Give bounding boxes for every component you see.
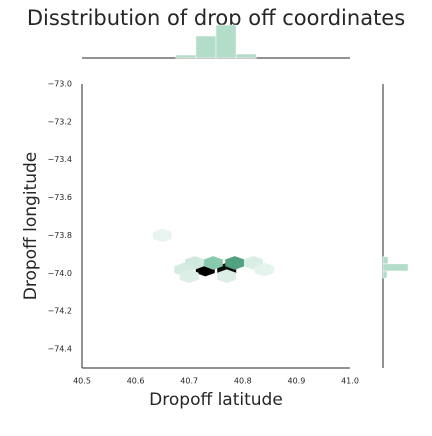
y-tick-label: −73.6 [47, 193, 72, 202]
x-tick-label: 40.9 [287, 377, 305, 386]
y-tick-label: −74.0 [47, 269, 72, 278]
y-tick-label: −73.8 [47, 231, 72, 240]
hex-cell [179, 269, 199, 283]
x-axis-label: Dropoff latitude [149, 390, 283, 410]
right-hist-bar [382, 263, 409, 272]
hex-cell [254, 262, 274, 277]
x-tick-label: 40.6 [127, 377, 145, 386]
top-hist-bar [175, 54, 197, 59]
x-tick-label: 40.7 [180, 377, 198, 386]
y-tick-label: −73.2 [47, 117, 72, 126]
y-tick-label: −74.2 [47, 307, 72, 316]
hex-cell [203, 256, 223, 270]
x-tick-label: 40.8 [234, 377, 252, 386]
hex-cell [225, 256, 245, 270]
right-hist-bar [382, 270, 388, 279]
right-hist-bar [382, 256, 389, 265]
y-tick-label: −73.4 [47, 155, 72, 164]
hex-cell [152, 228, 172, 243]
y-tick-label: −73.0 [47, 80, 72, 89]
y-tick-label: −74.4 [47, 345, 72, 354]
top-hist-bar [195, 35, 217, 59]
y-axis-label: Dropoff longitude [21, 152, 41, 301]
top-hist-bar [215, 24, 237, 59]
x-tick-label: 41.0 [341, 377, 359, 386]
x-tick-label: 40.5 [73, 377, 91, 386]
top-hist-bar [235, 53, 257, 59]
hex-cell [217, 269, 237, 283]
